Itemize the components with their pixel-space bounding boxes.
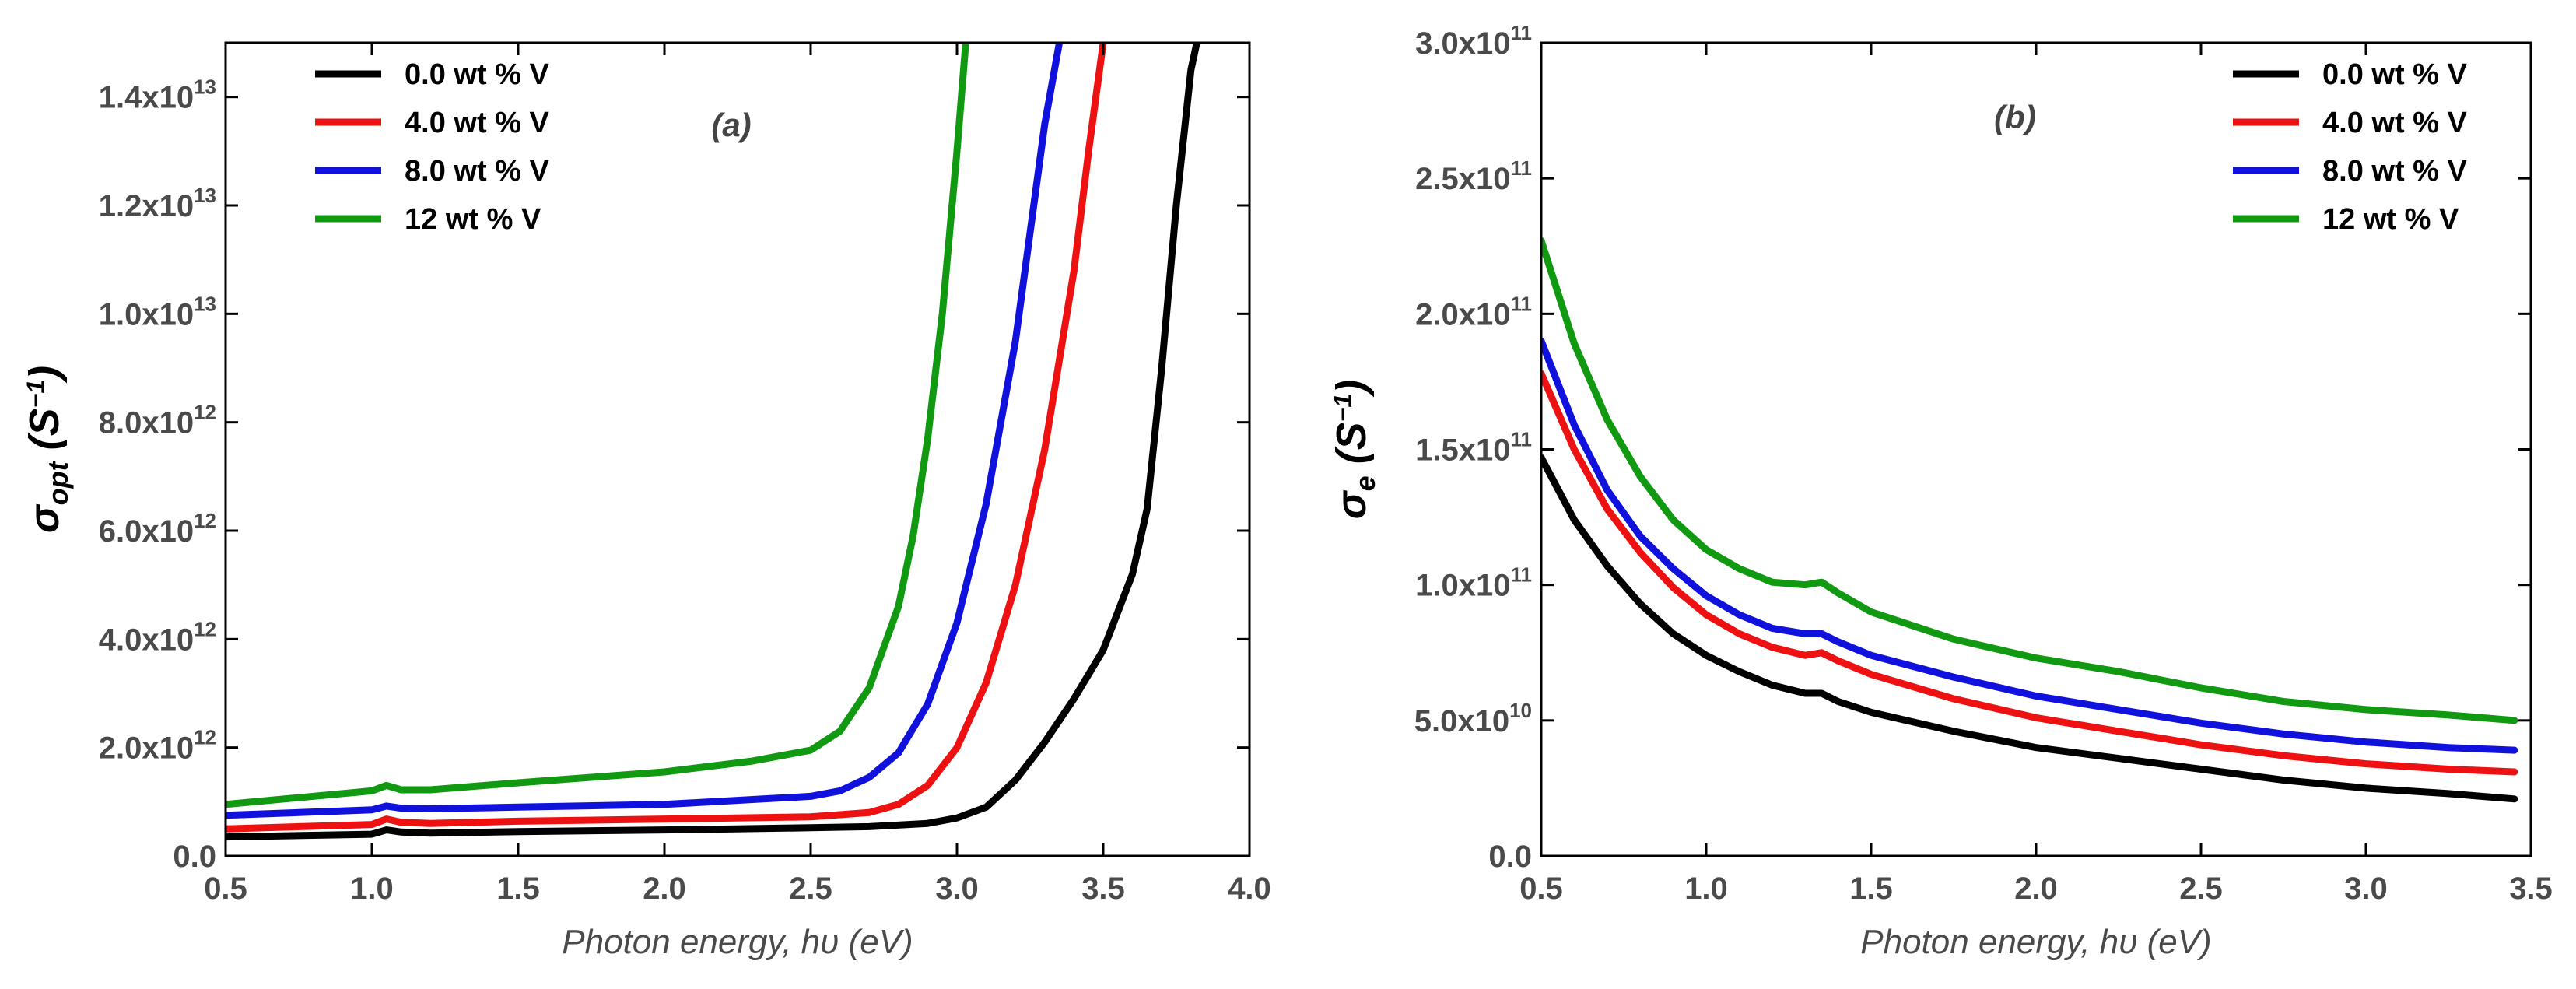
series-line-0 (226, 43, 1200, 841)
legend-label-3: 12 wt % V (405, 203, 541, 236)
y-tick-label: 5.0x1010 (1414, 699, 1532, 738)
y-tick-label: 2.0x1011 (1415, 292, 1532, 331)
y-tick-label: 2.5x1011 (1415, 156, 1532, 196)
x-tick-label: 1.0 (1684, 872, 1728, 906)
x-tick-label: 3.5 (2509, 872, 2553, 906)
legend: 0.0 wt % V 4.0 wt % V 8.0 wt % V 12 wt % V (2233, 58, 2467, 236)
x-tick-label: 3.5 (1081, 872, 1125, 906)
series-line-3 (226, 43, 969, 808)
series-line-2 (226, 43, 1064, 819)
legend-label-0: 0.0 wt % V (2322, 58, 2467, 91)
x-tick-label: 1.0 (350, 872, 394, 906)
x-tick-label: 2.5 (789, 872, 832, 906)
legend-label-0: 0.0 wt % V (405, 58, 549, 91)
legend-label-1: 4.0 wt % V (2322, 107, 2467, 139)
y-tick-label: 6.0x1012 (99, 509, 216, 549)
x-tick-label: 2.0 (2014, 872, 2058, 906)
chart-panel-b: 0.5 1.0 1.5 2.0 2.5 3.0 3.5 0.0 5.0x1010 1.0x1011… (1328, 21, 2553, 961)
panel-label: (a) (711, 107, 751, 143)
y-tick-label: 1.4x1013 (99, 75, 216, 115)
series-line-1 (1541, 370, 2518, 776)
y-tick-label: 0.0 (173, 840, 216, 874)
legend-label-3: 12 wt % V (2322, 203, 2459, 236)
y-tick-label: 1.0x1013 (99, 292, 216, 331)
x-axis-title: Photon energy, hυ (eV) (1860, 923, 2211, 961)
x-tick-label: 3.0 (935, 872, 979, 906)
y-tick-label: 2.0x1012 (99, 726, 216, 766)
x-tick-label: 3.0 (2344, 872, 2388, 906)
series-line-1 (226, 43, 1107, 833)
legend-label-2: 8.0 wt % V (405, 155, 549, 188)
series-line-2 (1541, 337, 2518, 754)
chart-panel-a: 0.5 1.0 1.5 2.0 2.5 3.0 3.5 4.0 0.0 2.0x1012 4.0x1… (21, 41, 1271, 961)
y-tick-label: 8.0x1012 (99, 401, 216, 440)
x-tick-label: 0.5 (1519, 872, 1563, 906)
x-tick-label: 4.0 (1228, 872, 1271, 906)
legend-label-2: 8.0 wt % V (2322, 155, 2467, 188)
y-axis-title: σe (S−1) (1328, 380, 1381, 519)
y-tick-label: 0.0 (1488, 840, 1532, 874)
x-tick-label: 2.5 (2179, 872, 2223, 906)
plot-frame (224, 41, 1251, 857)
legend: 0.0 wt % V 4.0 wt % V 8.0 wt % V 12 wt % V (315, 58, 549, 236)
series-line-3 (1541, 237, 2518, 724)
y-axis-title: σopt (S−1) (21, 366, 74, 533)
x-tick-label: 2.0 (643, 872, 686, 906)
y-tick-label: 4.0x1012 (99, 617, 216, 657)
y-tick-label: 3.0x1011 (1415, 21, 1532, 61)
y-tick-label: 1.0x1011 (1415, 563, 1532, 603)
x-axis-title: Photon energy, hυ (eV) (562, 923, 913, 961)
legend-label-1: 4.0 wt % V (405, 107, 549, 139)
panel-label: (b) (1994, 99, 2036, 135)
x-tick-label: 1.5 (1849, 872, 1893, 906)
series-line-0 (1541, 454, 2518, 803)
y-tick-label: 1.2x1013 (99, 184, 216, 223)
x-tick-label: 0.5 (204, 872, 247, 906)
x-tick-label: 1.5 (496, 872, 540, 906)
y-tick-label: 1.5x1011 (1415, 428, 1532, 468)
